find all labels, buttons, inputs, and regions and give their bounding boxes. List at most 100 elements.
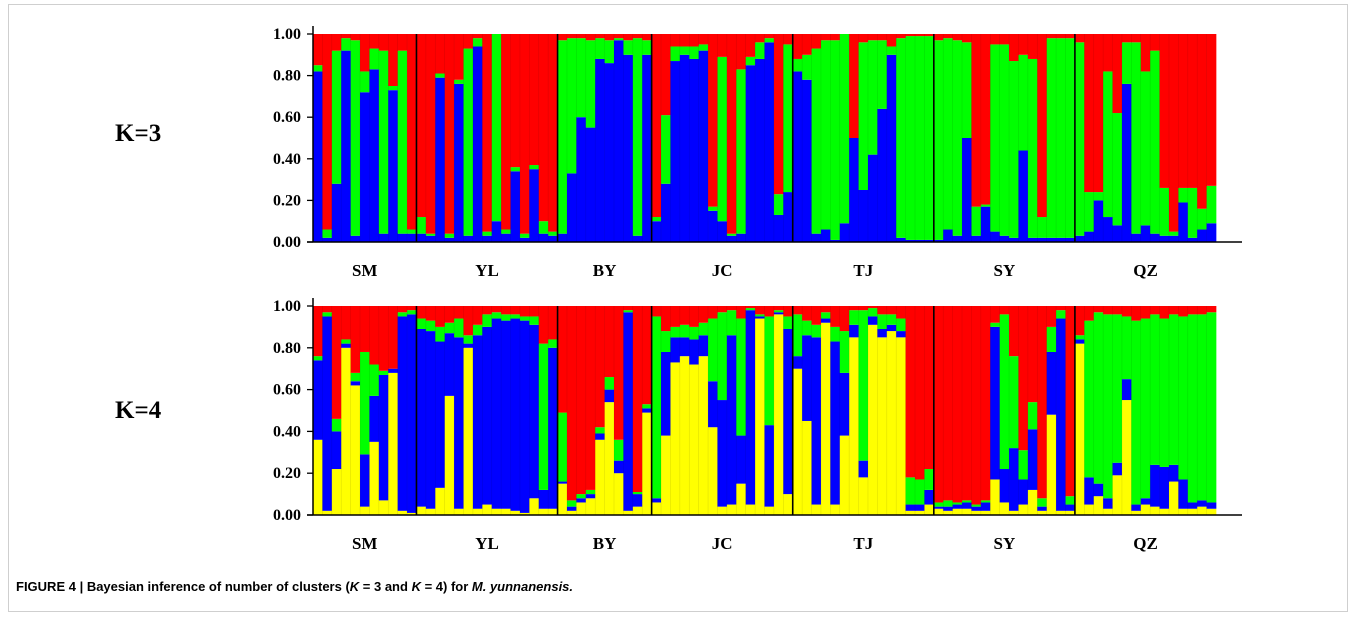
- bar-segment-blue: [802, 79, 812, 242]
- population-label: QZ: [1133, 261, 1158, 280]
- bar-segment-red: [595, 306, 605, 428]
- bar-segment-red: [1093, 34, 1104, 193]
- bar-segment-red: [811, 306, 822, 325]
- bar-segment-green: [1018, 450, 1029, 480]
- bar-segment-green: [830, 40, 841, 240]
- bar-segment-green: [331, 50, 342, 184]
- bar-segment-yellow: [708, 427, 718, 515]
- bar-segment-blue: [519, 237, 530, 242]
- bar-segment-green: [491, 34, 502, 222]
- bar-segment-blue: [1046, 351, 1057, 415]
- bar-segment-blue: [698, 50, 709, 242]
- bar-segment-red: [576, 306, 587, 495]
- bar-segment-red: [632, 34, 643, 39]
- caption-text-pre: Bayesian inference of number of clusters…: [83, 579, 350, 594]
- bar-segment-yellow: [1093, 496, 1104, 515]
- bar-segment-blue: [313, 360, 323, 440]
- bar-segment-blue: [849, 138, 859, 242]
- bar-segment-red: [839, 306, 850, 332]
- bar-segment-green: [444, 322, 455, 334]
- bar-segment-yellow: [1150, 506, 1160, 515]
- bar-segment-red: [783, 34, 794, 45]
- bar-segment-red: [444, 34, 455, 234]
- bar-segment-blue: [943, 506, 953, 511]
- bar-segment-blue: [858, 190, 869, 242]
- bar-segment-blue: [1178, 202, 1189, 242]
- bar-segment-yellow: [566, 510, 577, 515]
- bar-segment-blue: [708, 210, 718, 242]
- bar-segment-yellow: [557, 483, 568, 515]
- bar-segment-red: [830, 306, 841, 327]
- bar-segment-blue: [1168, 235, 1179, 242]
- bar-segment-green: [661, 115, 671, 184]
- bar-segment-yellow: [849, 337, 859, 515]
- bar-segment-red: [1027, 34, 1038, 59]
- bar-segment-blue: [933, 239, 944, 242]
- bar-segment-blue: [990, 326, 1001, 480]
- bar-segment-blue: [614, 460, 624, 474]
- bar-segment-red: [632, 306, 643, 493]
- bar-segment-blue: [1065, 237, 1076, 242]
- bar-segment-blue: [670, 61, 681, 242]
- bar-segment-green: [858, 310, 869, 461]
- bar-segment-green: [943, 38, 953, 230]
- bar-segment-red: [999, 306, 1010, 315]
- bar-segment-green: [444, 233, 455, 238]
- bar-segment-green: [623, 40, 634, 55]
- bar-segment-blue: [962, 502, 972, 509]
- bar-segment-red: [849, 34, 859, 138]
- bar-segment-blue: [322, 237, 333, 242]
- bar-segment-green: [896, 318, 906, 332]
- bar-segment-green: [924, 469, 935, 490]
- bar-segment-blue: [717, 400, 728, 507]
- bar-segment-red: [1103, 306, 1113, 315]
- bar-segment-yellow: [867, 324, 878, 515]
- bar-segment-red: [491, 306, 502, 313]
- bar-segment-blue: [1159, 235, 1170, 242]
- bar-segment-blue: [1121, 83, 1132, 242]
- bar-segment-blue: [425, 235, 436, 242]
- bar-segment-green: [407, 310, 417, 315]
- bar-segment-red: [1065, 306, 1076, 497]
- bar-segment-red: [425, 306, 436, 321]
- bar-segment-yellow: [416, 506, 427, 515]
- bar-segment-red: [962, 34, 972, 43]
- bar-segment-yellow: [1103, 508, 1113, 515]
- population-label: BY: [593, 261, 617, 280]
- bar-segment-blue: [350, 235, 361, 242]
- bar-segment-red: [322, 34, 333, 230]
- bar-segment-green: [491, 312, 502, 319]
- bar-segment-red: [519, 34, 530, 234]
- bar-segment-green: [792, 58, 803, 72]
- bar-segment-blue: [435, 77, 446, 243]
- bar-segment-red: [661, 34, 671, 116]
- bar-segment-red: [924, 34, 935, 37]
- bar-segment-blue: [595, 58, 605, 243]
- bar-segment-blue: [1187, 237, 1198, 242]
- bar-segment-yellow: [783, 494, 794, 515]
- bar-segment-green: [811, 48, 822, 234]
- bar-segment-red: [1159, 34, 1170, 188]
- bar-segment-yellow: [482, 504, 493, 515]
- population-label: QZ: [1133, 534, 1158, 553]
- bar-segment-green: [595, 427, 605, 434]
- bar-segment-blue: [407, 233, 417, 242]
- bar-segment-red: [1103, 34, 1113, 72]
- bar-segment-green: [745, 56, 756, 66]
- bar-segment-blue: [519, 320, 530, 513]
- bar-segment-green: [416, 318, 427, 329]
- bar-segment-green: [557, 412, 568, 482]
- bar-segment-green: [773, 194, 784, 215]
- bar-segment-yellow: [548, 508, 558, 515]
- bar-segment-blue: [679, 337, 690, 357]
- bar-segment-red: [980, 306, 991, 501]
- bar-segment-blue: [1093, 200, 1104, 242]
- y-tick-label: 0.60: [273, 382, 301, 399]
- bar-segment-green: [1065, 38, 1076, 238]
- bar-segment-green: [322, 312, 333, 317]
- bar-segment-yellow: [444, 395, 455, 515]
- bar-segment-green: [642, 404, 652, 409]
- bar-segment-blue: [1140, 498, 1151, 505]
- caption-text-mid2: = 4) for: [420, 579, 472, 594]
